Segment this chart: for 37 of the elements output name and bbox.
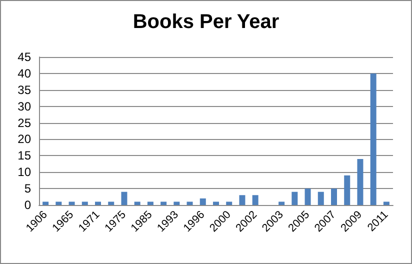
y-tick-label: 45	[18, 50, 32, 64]
y-tick-label: 20	[18, 132, 32, 146]
bar	[134, 202, 140, 205]
bar	[95, 202, 101, 205]
bar	[200, 198, 206, 205]
bar	[68, 202, 75, 205]
bar	[278, 202, 285, 205]
bar	[292, 192, 298, 205]
bar	[318, 192, 324, 205]
bar	[252, 195, 258, 205]
y-tick-label: 15	[18, 148, 32, 163]
bar	[331, 188, 337, 205]
bar	[383, 202, 390, 205]
bar	[344, 175, 350, 205]
chart-title: Books Per Year	[132, 11, 280, 33]
bar	[174, 202, 180, 205]
bar	[239, 195, 246, 205]
y-tick-label: 5	[24, 182, 32, 196]
bar	[42, 202, 49, 205]
y-tick-label: 35	[18, 82, 32, 97]
bar	[121, 192, 128, 205]
bar	[82, 202, 88, 205]
bar	[304, 188, 311, 205]
bar	[213, 202, 219, 205]
bar	[147, 202, 154, 205]
y-tick-label: 40	[18, 66, 32, 80]
bar	[160, 202, 167, 205]
y-tick-label: 30	[18, 99, 32, 114]
y-tick-label: 0	[24, 198, 32, 212]
bar	[357, 158, 364, 205]
bar	[226, 202, 232, 205]
y-tick-label: 10	[18, 165, 32, 180]
bar	[108, 202, 114, 205]
bar	[186, 202, 193, 205]
y-tick-label: 25	[18, 116, 32, 130]
bar	[56, 202, 62, 205]
bar	[370, 73, 376, 205]
